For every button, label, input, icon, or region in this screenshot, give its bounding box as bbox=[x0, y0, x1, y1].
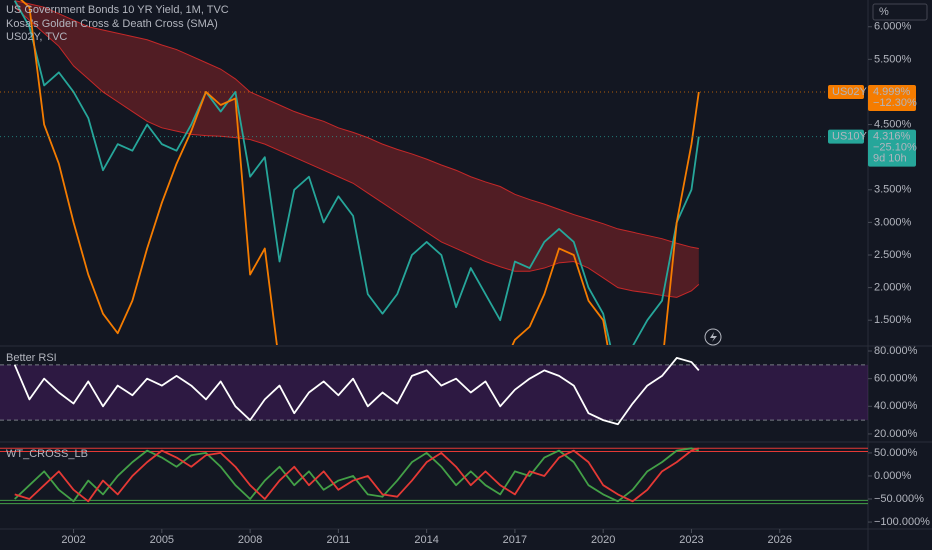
y-tick-label: 0.000% bbox=[874, 470, 912, 482]
price-box bbox=[868, 129, 916, 167]
y-tick-label: 1.500% bbox=[874, 314, 912, 326]
unit-label: % bbox=[879, 6, 889, 18]
legend-entry: Kosa's Golden Cross & Death Cross (SMA) bbox=[6, 18, 218, 30]
y-tick-label: 60.000% bbox=[874, 373, 918, 385]
symbol-label: US02Y bbox=[832, 86, 868, 98]
x-tick-label: 2008 bbox=[238, 534, 262, 546]
panel-title: Better RSI bbox=[6, 352, 57, 364]
x-tick-label: 2026 bbox=[767, 534, 791, 546]
change-label: −12.30% bbox=[873, 97, 917, 109]
y-tick-label: 2.000% bbox=[874, 282, 912, 294]
ribbon-line bbox=[14, 0, 699, 249]
series-line bbox=[14, 447, 700, 503]
price-label: 4.316% bbox=[873, 130, 911, 142]
y-tick-label: −100.000% bbox=[874, 516, 930, 528]
x-tick-label: 2023 bbox=[679, 534, 703, 546]
y-tick-label: 40.000% bbox=[874, 400, 918, 412]
panel bbox=[0, 447, 868, 505]
y-tick-label: 50.000% bbox=[874, 447, 918, 459]
ribbon-fill bbox=[14, 0, 699, 298]
x-tick-label: 2014 bbox=[414, 534, 438, 546]
symbol-box bbox=[828, 129, 864, 144]
x-tick-label: 2005 bbox=[150, 534, 174, 546]
y-tick-label: 6.000% bbox=[874, 21, 912, 33]
panel bbox=[0, 357, 868, 426]
series-line bbox=[19, 0, 700, 345]
y-tick-label: 2.500% bbox=[874, 249, 912, 261]
x-tick-label: 2002 bbox=[61, 534, 85, 546]
change-label: −25.10% bbox=[873, 141, 917, 153]
alert-icon[interactable] bbox=[704, 328, 722, 346]
symbol-label: US10Y bbox=[832, 130, 868, 142]
rsi-band bbox=[0, 364, 868, 421]
symbol-box bbox=[828, 85, 864, 100]
countdown-label: 9d 10h bbox=[873, 152, 907, 164]
y-tick-label: 4.500% bbox=[874, 118, 912, 130]
x-tick-label: 2017 bbox=[503, 534, 527, 546]
y-tick-label: 3.000% bbox=[874, 216, 912, 228]
series-line bbox=[14, 447, 700, 503]
legend-entry: US02Y, TVC bbox=[6, 31, 67, 43]
panel bbox=[13, 0, 700, 345]
panel-title: WT_CROSS_LB bbox=[6, 448, 88, 460]
price-label: 4.999% bbox=[873, 86, 911, 98]
price-box bbox=[868, 85, 916, 112]
y-tick-label: 3.500% bbox=[874, 184, 912, 196]
y-tick-label: −50.000% bbox=[874, 493, 924, 505]
y-tick-label: 20.000% bbox=[874, 428, 918, 440]
series-line bbox=[13, 357, 700, 426]
y-tick-label: 5.500% bbox=[874, 53, 912, 65]
unit-box bbox=[872, 3, 928, 21]
y-tick-label: 80.000% bbox=[874, 345, 918, 357]
series-line bbox=[13, 0, 700, 345]
x-tick-label: 2020 bbox=[591, 534, 615, 546]
x-tick-label: 2011 bbox=[327, 534, 351, 546]
panel-title: US Government Bonds 10 YR Yield, 1M, TVC bbox=[6, 4, 229, 16]
alert-icon bbox=[710, 332, 717, 342]
ribbon-line bbox=[14, 6, 700, 298]
